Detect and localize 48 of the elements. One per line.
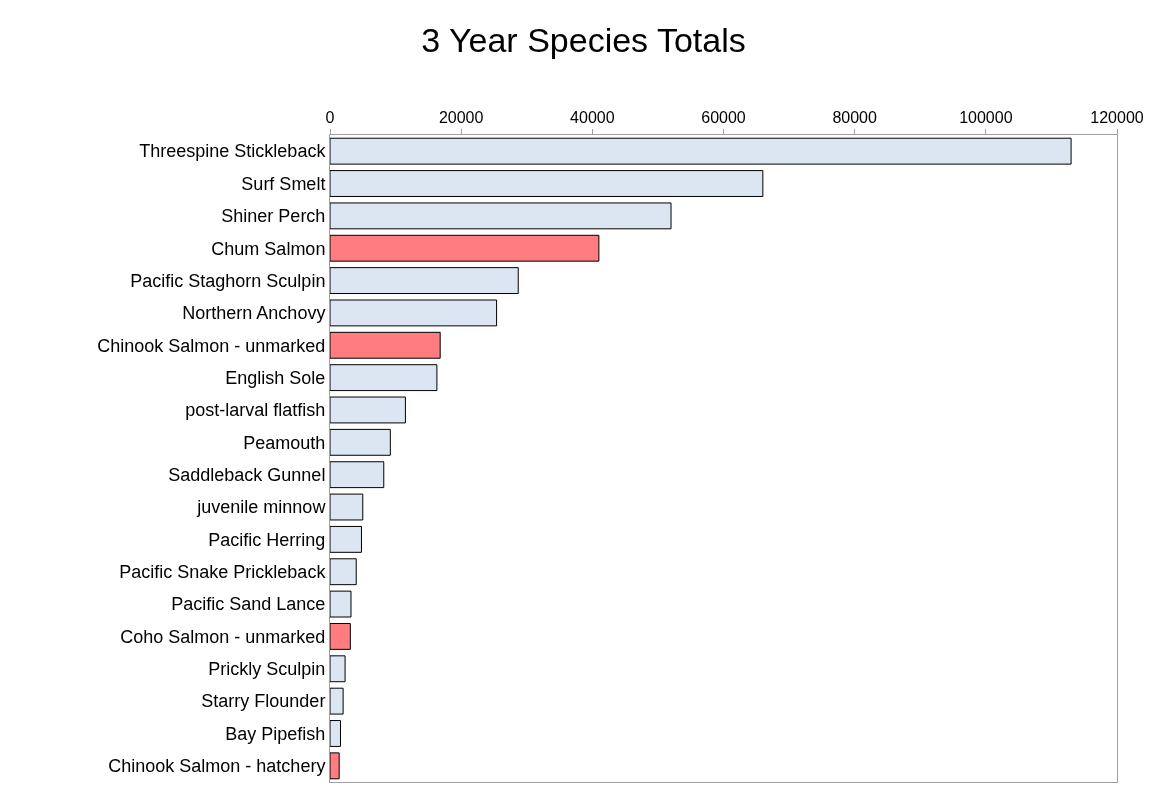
y-tick-label: Chinook Salmon - hatchery xyxy=(108,756,326,777)
bar xyxy=(330,558,357,586)
bar xyxy=(330,687,344,715)
bar xyxy=(330,170,764,197)
y-tick-label: Prickly Sculpin xyxy=(208,659,326,680)
x-tick-label: 100000 xyxy=(959,108,1013,126)
bar xyxy=(330,493,364,521)
bar xyxy=(330,396,406,424)
y-tick-label: English Sole xyxy=(225,367,326,388)
x-tick-label: 120000 xyxy=(1090,108,1144,126)
bar xyxy=(330,299,498,327)
y-tick-label: Pacific Sand Lance xyxy=(171,594,326,615)
bar xyxy=(330,364,438,392)
y-tick-label: Threespine Stickleback xyxy=(139,141,327,162)
y-tick-label: Chum Salmon xyxy=(211,238,326,259)
bar xyxy=(330,234,600,262)
x-tick-label: 40000 xyxy=(570,108,615,126)
bar xyxy=(330,267,519,295)
y-tick-label: Surf Smelt xyxy=(241,173,326,194)
bar xyxy=(330,331,441,359)
x-tick-label: 20000 xyxy=(438,108,484,126)
bar xyxy=(330,137,1072,165)
bar xyxy=(330,655,346,683)
y-tick-label: Starry Flounder xyxy=(201,691,326,712)
bar xyxy=(330,202,672,230)
bar xyxy=(330,590,352,618)
y-tick-label: Pacific Snake Prickleback xyxy=(119,562,327,583)
y-tick-label: Pacific Herring xyxy=(208,529,326,550)
bar xyxy=(330,720,341,747)
y-tick-label: Coho Salmon - unmarked xyxy=(120,626,326,647)
y-tick-label: Northern Anchovy xyxy=(182,303,326,324)
bar xyxy=(330,622,351,650)
y-tick-label: post-larval flatfish xyxy=(185,400,326,421)
chart-title: 3 Year Species Totals xyxy=(421,21,746,60)
y-tick-label: Bay Pipefish xyxy=(225,723,326,744)
y-tick-label: Pacific Staghorn Sculpin xyxy=(130,270,326,291)
bar xyxy=(330,428,391,456)
y-tick-label: Saddleback Gunnel xyxy=(168,464,326,485)
y-tick-label: Chinook Salmon - unmarked xyxy=(97,335,326,356)
bar xyxy=(330,461,385,489)
x-tick-label: 60000 xyxy=(701,108,746,126)
bar xyxy=(330,525,362,553)
bar xyxy=(330,752,340,780)
x-tick-label: 80000 xyxy=(832,108,878,126)
y-tick-label: Peamouth xyxy=(243,432,326,453)
x-tick-label: 0 xyxy=(325,108,335,126)
y-tick-label: juvenile minnow xyxy=(196,497,327,518)
y-tick-label: Shiner Perch xyxy=(221,206,326,227)
